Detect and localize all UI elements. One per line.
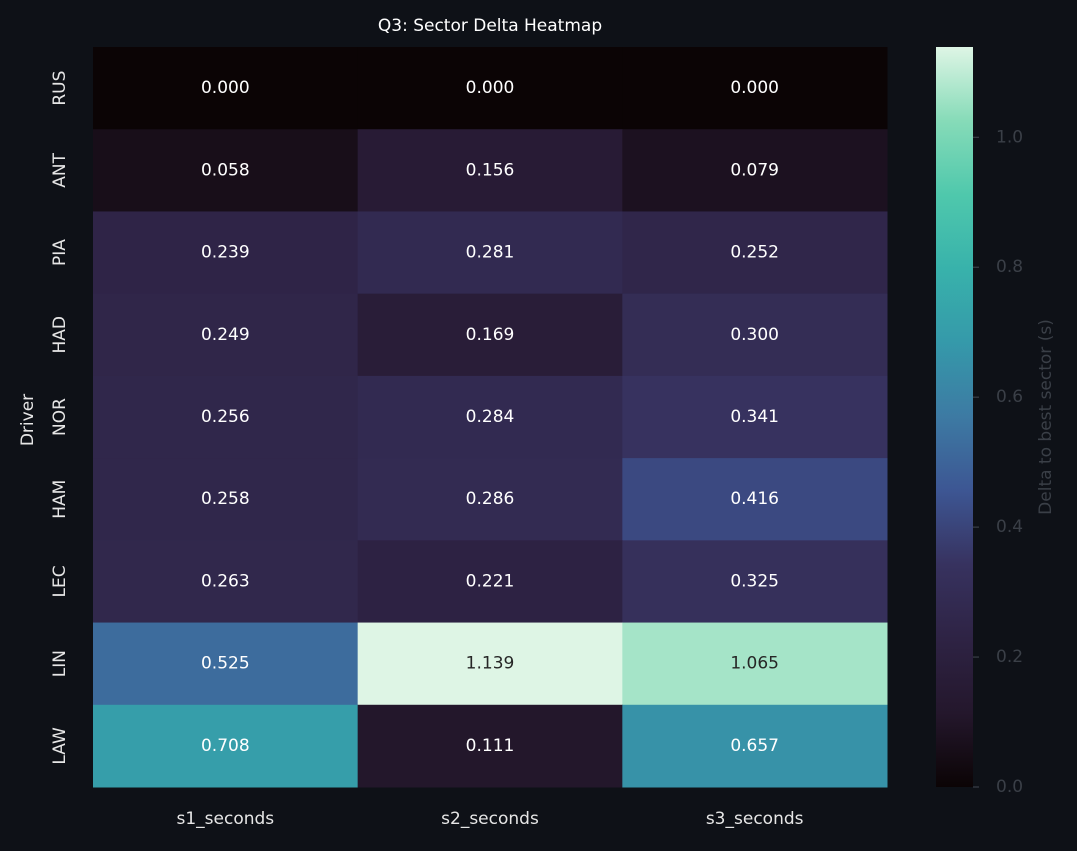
heatmap-cell	[622, 375, 888, 459]
cell-label: 0.325	[730, 571, 779, 591]
cell-label: 0.300	[730, 325, 779, 345]
cell-label: 0.286	[466, 489, 515, 509]
colorbar-tick-label: 1.0	[996, 127, 1023, 147]
heatmap-cell	[357, 540, 623, 624]
cell-label: 0.525	[201, 654, 250, 674]
heatmap-cell	[93, 47, 359, 130]
cell-label: 0.156	[466, 160, 515, 180]
heatmap-cell	[622, 458, 888, 541]
heatmap-cell	[622, 211, 888, 295]
heatmap-cell	[357, 129, 623, 212]
cell-label: 0.221	[466, 571, 515, 591]
heatmap-cell	[622, 622, 888, 706]
cell-label: 0.169	[466, 325, 515, 345]
y-tick-label: RUS	[50, 71, 70, 106]
y-tick-label: HAM	[50, 480, 70, 519]
cell-label: 0.079	[730, 160, 779, 180]
colorbar-label: Delta to best sector (s)	[1036, 319, 1056, 515]
cell-label: 0.058	[201, 160, 250, 180]
y-tick-label: NOR	[50, 398, 70, 436]
cell-label: 1.139	[466, 654, 515, 674]
cell-label: 0.111	[466, 736, 515, 756]
colorbar	[936, 47, 973, 787]
heatmap-cell	[93, 211, 359, 295]
heatmap-cell	[357, 293, 623, 377]
heatmap-cell	[357, 375, 623, 459]
x-tick-label: s3_seconds	[706, 809, 804, 829]
cell-label: 0.000	[201, 78, 250, 98]
cell-label: 0.281	[466, 243, 515, 263]
cell-label: 0.657	[730, 736, 779, 756]
heatmap-cell	[93, 540, 359, 624]
y-tick-label: PIA	[50, 239, 70, 266]
cell-label: 1.065	[730, 654, 779, 674]
y-tick-label: LAW	[50, 727, 70, 765]
colorbar-tick-label: 0.4	[996, 517, 1023, 537]
y-tick-label: LIN	[50, 650, 70, 677]
colorbar-tick-label: 0.0	[996, 777, 1023, 797]
cell-label: 0.256	[201, 407, 250, 427]
heatmap-cell	[357, 622, 623, 706]
cell-label: 0.341	[730, 407, 779, 427]
heatmap-cell	[622, 129, 888, 212]
y-tick-label: ANT	[50, 152, 70, 187]
y-tick-label: HAD	[50, 316, 70, 354]
x-tick-label: s1_seconds	[176, 809, 274, 829]
y-tick-label: LEC	[50, 565, 70, 597]
cell-label: 0.708	[201, 736, 250, 756]
heatmap-cell	[93, 458, 359, 541]
cell-label: 0.252	[730, 243, 779, 263]
heatmap-cell	[622, 540, 888, 624]
heatmap-cell	[622, 704, 888, 788]
heatmap-cell	[93, 622, 359, 706]
y-axis-label: Driver	[18, 394, 38, 446]
cell-label: 0.000	[730, 78, 779, 98]
heatmap-cell	[622, 47, 888, 130]
cell-label: 0.239	[201, 243, 250, 263]
colorbar-tick-label: 0.2	[996, 647, 1023, 667]
heatmap-cell	[93, 129, 359, 212]
x-tick-label: s2_seconds	[441, 809, 539, 829]
heatmap-cell	[357, 211, 623, 295]
heatmap-cell	[357, 458, 623, 541]
cell-label: 0.249	[201, 325, 250, 345]
heatmap-cell	[93, 375, 359, 459]
heatmap-cell	[357, 704, 623, 788]
heatmap-cell	[357, 47, 623, 130]
colorbar-tick-label: 0.8	[996, 257, 1023, 277]
heatmap-cell	[622, 293, 888, 377]
cell-label: 0.416	[730, 489, 779, 509]
cell-label: 0.263	[201, 571, 250, 591]
colorbar-tick-label: 0.6	[996, 387, 1023, 407]
heatmap-cell	[93, 704, 359, 788]
cell-label: 0.258	[201, 489, 250, 509]
heatmap-cell	[93, 293, 359, 377]
chart-title: Q3: Sector Delta Heatmap	[378, 16, 602, 36]
cell-label: 0.284	[466, 407, 515, 427]
cell-label: 0.000	[466, 78, 515, 98]
